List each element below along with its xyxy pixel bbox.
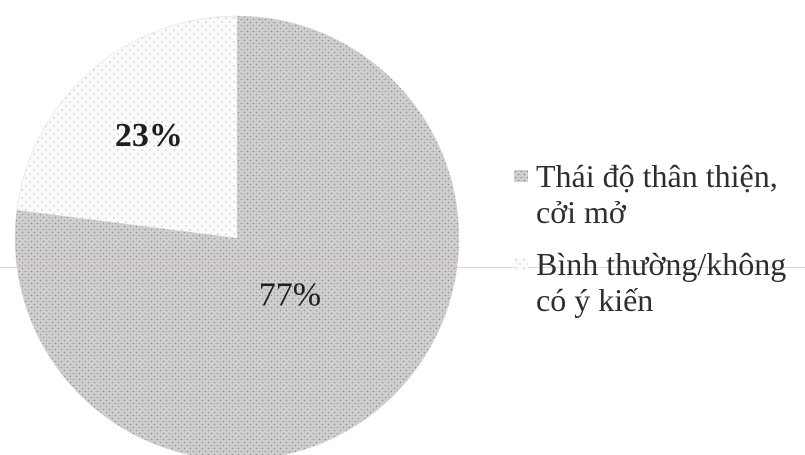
legend-label-friendly: Thái độ thân thiện, cởi mở: [536, 158, 778, 230]
legend: Thái độ thân thiện, cởi mở Bình thường/k…: [514, 158, 799, 334]
pie-label-neutral: 23%: [115, 117, 183, 154]
pie-label-friendly: 77%: [259, 277, 321, 314]
legend-swatch-friendly: [514, 170, 528, 182]
legend-item-neutral: Bình thường/không có ý kiến: [514, 246, 799, 318]
pie-slices: [14, 15, 460, 455]
legend-swatch-neutral: [514, 258, 528, 270]
legend-item-friendly: Thái độ thân thiện, cởi mở: [514, 158, 799, 230]
pie-slice-neutral: [16, 15, 238, 239]
pie-data-labels: 77% 23%: [115, 117, 321, 314]
legend-label-neutral: Bình thường/không có ý kiến: [536, 246, 787, 318]
